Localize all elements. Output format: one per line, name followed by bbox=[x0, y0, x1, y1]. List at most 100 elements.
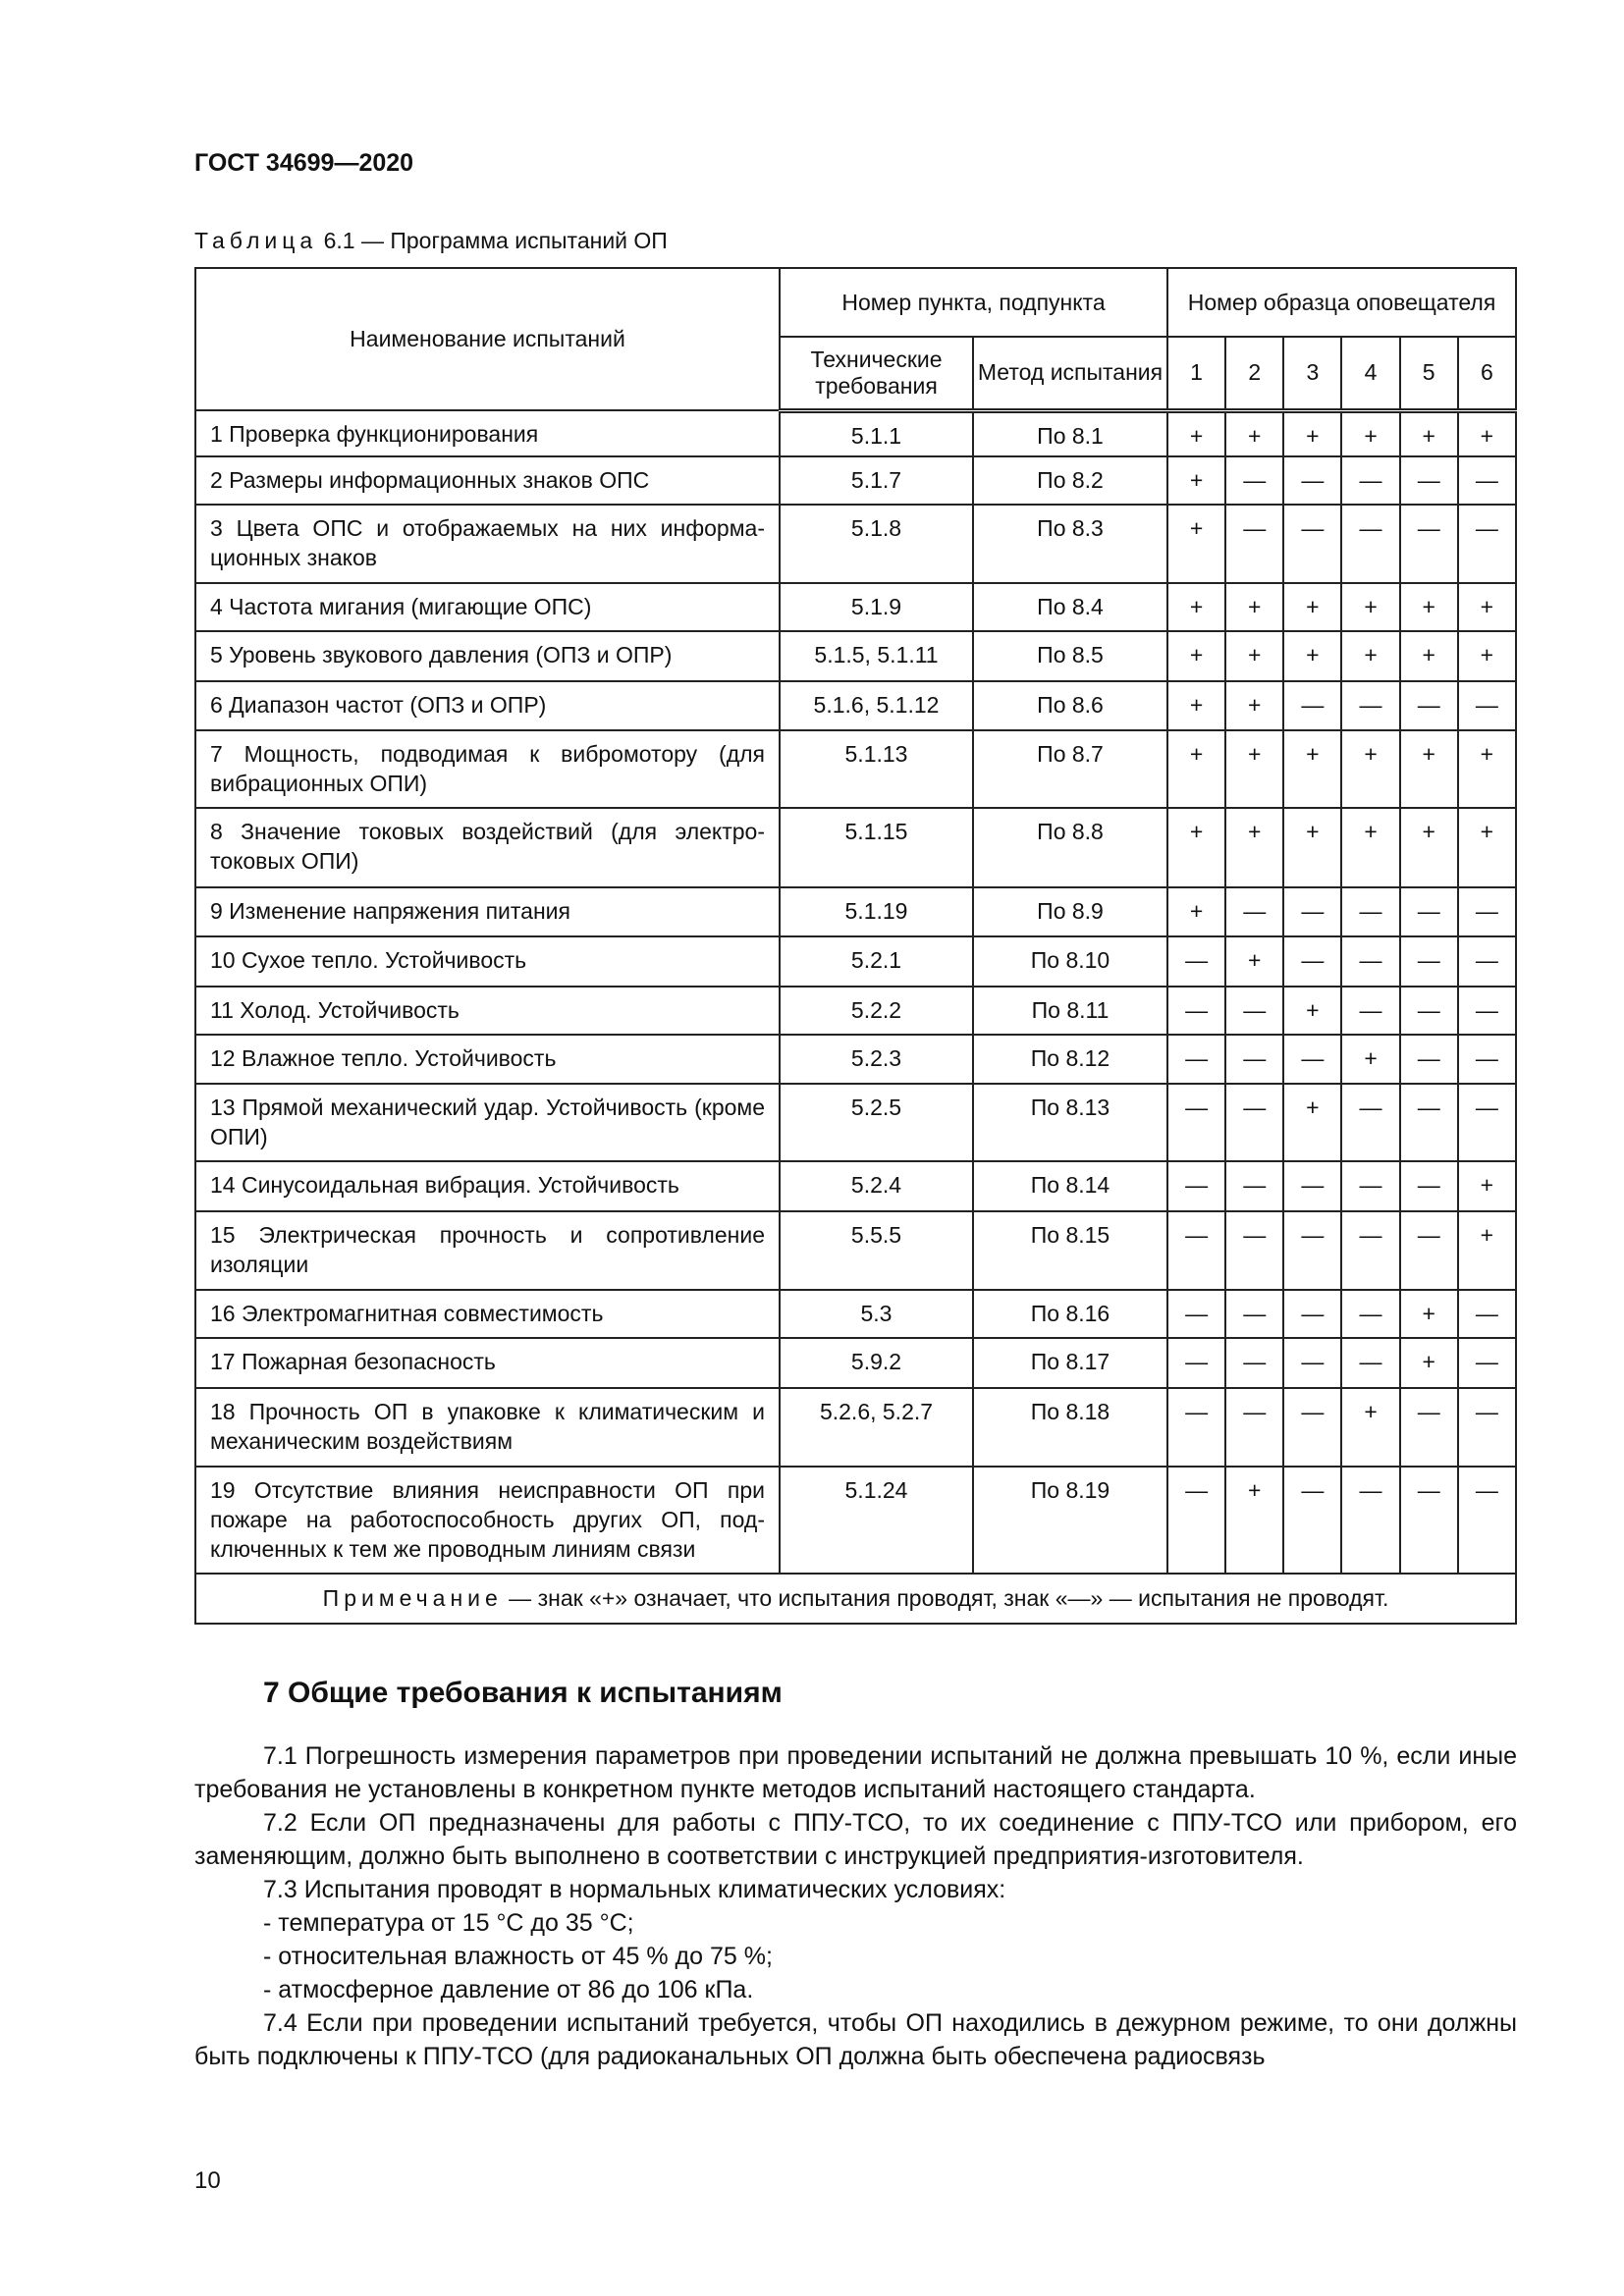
test-name: 9 Изменение напряжения питания bbox=[194, 886, 781, 937]
sample-mark: + bbox=[1340, 630, 1401, 682]
test-name: 10 Сухое тепло. Устойчивость bbox=[194, 935, 781, 988]
sample-mark: — bbox=[1456, 935, 1518, 988]
sample-mark: — bbox=[1398, 504, 1459, 584]
sample-1: 1 bbox=[1165, 336, 1227, 413]
sample-mark: — bbox=[1165, 1210, 1227, 1291]
sample-mark: — bbox=[1456, 1083, 1518, 1162]
sample-mark: — bbox=[1165, 1034, 1227, 1085]
sample-mark: — bbox=[1456, 1387, 1518, 1468]
sample-mark: + bbox=[1224, 807, 1285, 888]
test-method: По 8.4 bbox=[972, 582, 1168, 632]
sample-mark: + bbox=[1456, 1210, 1518, 1291]
test-name: 16 Электромагнитная совместимость bbox=[194, 1289, 781, 1339]
col-header-method: Метод испытания bbox=[972, 336, 1168, 413]
sample-mark: + bbox=[1224, 729, 1285, 809]
caption-text: 6.1 — Программа испытаний ОП bbox=[323, 228, 668, 253]
test-method: По 8.17 bbox=[972, 1337, 1168, 1389]
sample-mark: — bbox=[1340, 1083, 1401, 1162]
sample-mark: + bbox=[1456, 582, 1518, 632]
sample-mark: — bbox=[1398, 986, 1459, 1036]
tech-requirement: 5.2.3 bbox=[779, 1034, 974, 1085]
sample-mark: — bbox=[1282, 1160, 1343, 1212]
sample-mark: + bbox=[1165, 807, 1227, 888]
sample-mark: + bbox=[1224, 680, 1285, 731]
table-row: 9 Изменение напряжения питания 5.1.19 По… bbox=[194, 886, 1518, 937]
test-method: По 8.14 bbox=[972, 1160, 1168, 1212]
sample-mark: + bbox=[1282, 630, 1343, 682]
sample-mark: — bbox=[1282, 680, 1343, 731]
table-row: 4 Частота мигания (мигающие ОПС) 5.1.9 П… bbox=[194, 582, 1518, 632]
sample-mark: — bbox=[1224, 1210, 1285, 1291]
note-text: — знак «+» означает, что испытания прово… bbox=[502, 1585, 1389, 1611]
sample-mark: — bbox=[1456, 504, 1518, 584]
test-name: 12 Влажное тепло. Устойчивость bbox=[194, 1034, 781, 1085]
sample-mark: + bbox=[1398, 729, 1459, 809]
sample-mark: — bbox=[1224, 986, 1285, 1036]
sample-5: 5 bbox=[1398, 336, 1459, 413]
sample-mark: — bbox=[1398, 1387, 1459, 1468]
sample-mark: — bbox=[1456, 680, 1518, 731]
sample-mark: + bbox=[1398, 630, 1459, 682]
sample-mark: — bbox=[1282, 455, 1343, 506]
test-method: По 8.7 bbox=[972, 729, 1168, 809]
test-name: 2 Размеры информационных знаков ОПС bbox=[194, 455, 781, 506]
table-row: 18 Прочность ОП в упаковке к климатическ… bbox=[194, 1387, 1518, 1468]
col-header-clause: Номер пункта, подпункта bbox=[779, 267, 1168, 338]
test-method: По 8.11 bbox=[972, 986, 1168, 1036]
sample-mark: — bbox=[1340, 680, 1401, 731]
tech-requirement: 5.1.5, 5.1.11 bbox=[779, 630, 974, 682]
test-method: По 8.10 bbox=[972, 935, 1168, 988]
test-name: 13 Прямой механический удар. Устойчивост… bbox=[194, 1083, 781, 1162]
sample-mark: + bbox=[1282, 409, 1343, 457]
sample-mark: — bbox=[1224, 1034, 1285, 1085]
sample-mark: — bbox=[1456, 986, 1518, 1036]
test-method: По 8.19 bbox=[972, 1466, 1168, 1575]
sample-mark: — bbox=[1165, 935, 1227, 988]
sample-mark: + bbox=[1398, 1289, 1459, 1339]
table-row: 1 Проверка функционирования 5.1.1 По 8.1… bbox=[194, 409, 1518, 457]
tech-requirement: 5.2.6, 5.2.7 bbox=[779, 1387, 974, 1468]
sample-3: 3 bbox=[1282, 336, 1343, 413]
sample-mark: — bbox=[1282, 1034, 1343, 1085]
test-method: По 8.1 bbox=[972, 409, 1168, 457]
col-header-tech: Технические требования bbox=[779, 336, 974, 413]
sample-mark: — bbox=[1165, 1337, 1227, 1389]
sample-mark: — bbox=[1224, 504, 1285, 584]
sample-mark: — bbox=[1340, 1466, 1401, 1575]
sample-mark: — bbox=[1398, 1034, 1459, 1085]
table-row: 11 Холод. Устойчивость 5.2.2 По 8.11— — + —… bbox=[194, 986, 1518, 1036]
sample-mark: — bbox=[1165, 1466, 1227, 1575]
sample-mark: + bbox=[1456, 409, 1518, 457]
tech-requirement: 5.9.2 bbox=[779, 1337, 974, 1389]
sample-mark: + bbox=[1165, 504, 1227, 584]
sample-mark: — bbox=[1224, 455, 1285, 506]
sample-mark: + bbox=[1398, 582, 1459, 632]
sample-mark: — bbox=[1456, 1034, 1518, 1085]
tech-requirement: 5.3 bbox=[779, 1289, 974, 1339]
sample-mark: + bbox=[1456, 729, 1518, 809]
sample-mark: + bbox=[1165, 886, 1227, 937]
sample-mark: + bbox=[1398, 1337, 1459, 1389]
page-number: 10 bbox=[194, 2167, 221, 2194]
test-method: По 8.16 bbox=[972, 1289, 1168, 1339]
sample-4: 4 bbox=[1340, 336, 1401, 413]
sample-mark: + bbox=[1165, 680, 1227, 731]
table-row: 6 Диапазон частот (ОПЗ и ОПР) 5.1.6, 5.1… bbox=[194, 680, 1518, 731]
tech-requirement: 5.2.4 bbox=[779, 1160, 974, 1212]
table-row: 10 Сухое тепло. Устойчивость 5.2.1 По 8.… bbox=[194, 935, 1518, 988]
test-name: 18 Прочность ОП в упаковке к климатическ… bbox=[194, 1387, 781, 1468]
sample-mark: + bbox=[1224, 1466, 1285, 1575]
paragraph: 7.2 Если ОП предназначены для работы с П… bbox=[194, 1809, 1517, 1870]
section-body: 7.1 Погрешность измерения параметров при… bbox=[194, 1739, 1517, 2073]
col-header-sample: Номер образца оповещателя bbox=[1166, 267, 1517, 338]
tech-requirement: 5.2.1 bbox=[779, 935, 974, 988]
sample-mark: — bbox=[1224, 886, 1285, 937]
sample-mark: — bbox=[1282, 1210, 1343, 1291]
sample-mark: — bbox=[1398, 935, 1459, 988]
sample-mark: + bbox=[1282, 582, 1343, 632]
sample-mark: — bbox=[1165, 1387, 1227, 1468]
sample-mark: — bbox=[1165, 1160, 1227, 1212]
test-name: 8 Значение токовых воздействий (для элек… bbox=[194, 807, 781, 888]
sample-mark: — bbox=[1165, 1289, 1227, 1339]
test-method: По 8.8 bbox=[972, 807, 1168, 888]
